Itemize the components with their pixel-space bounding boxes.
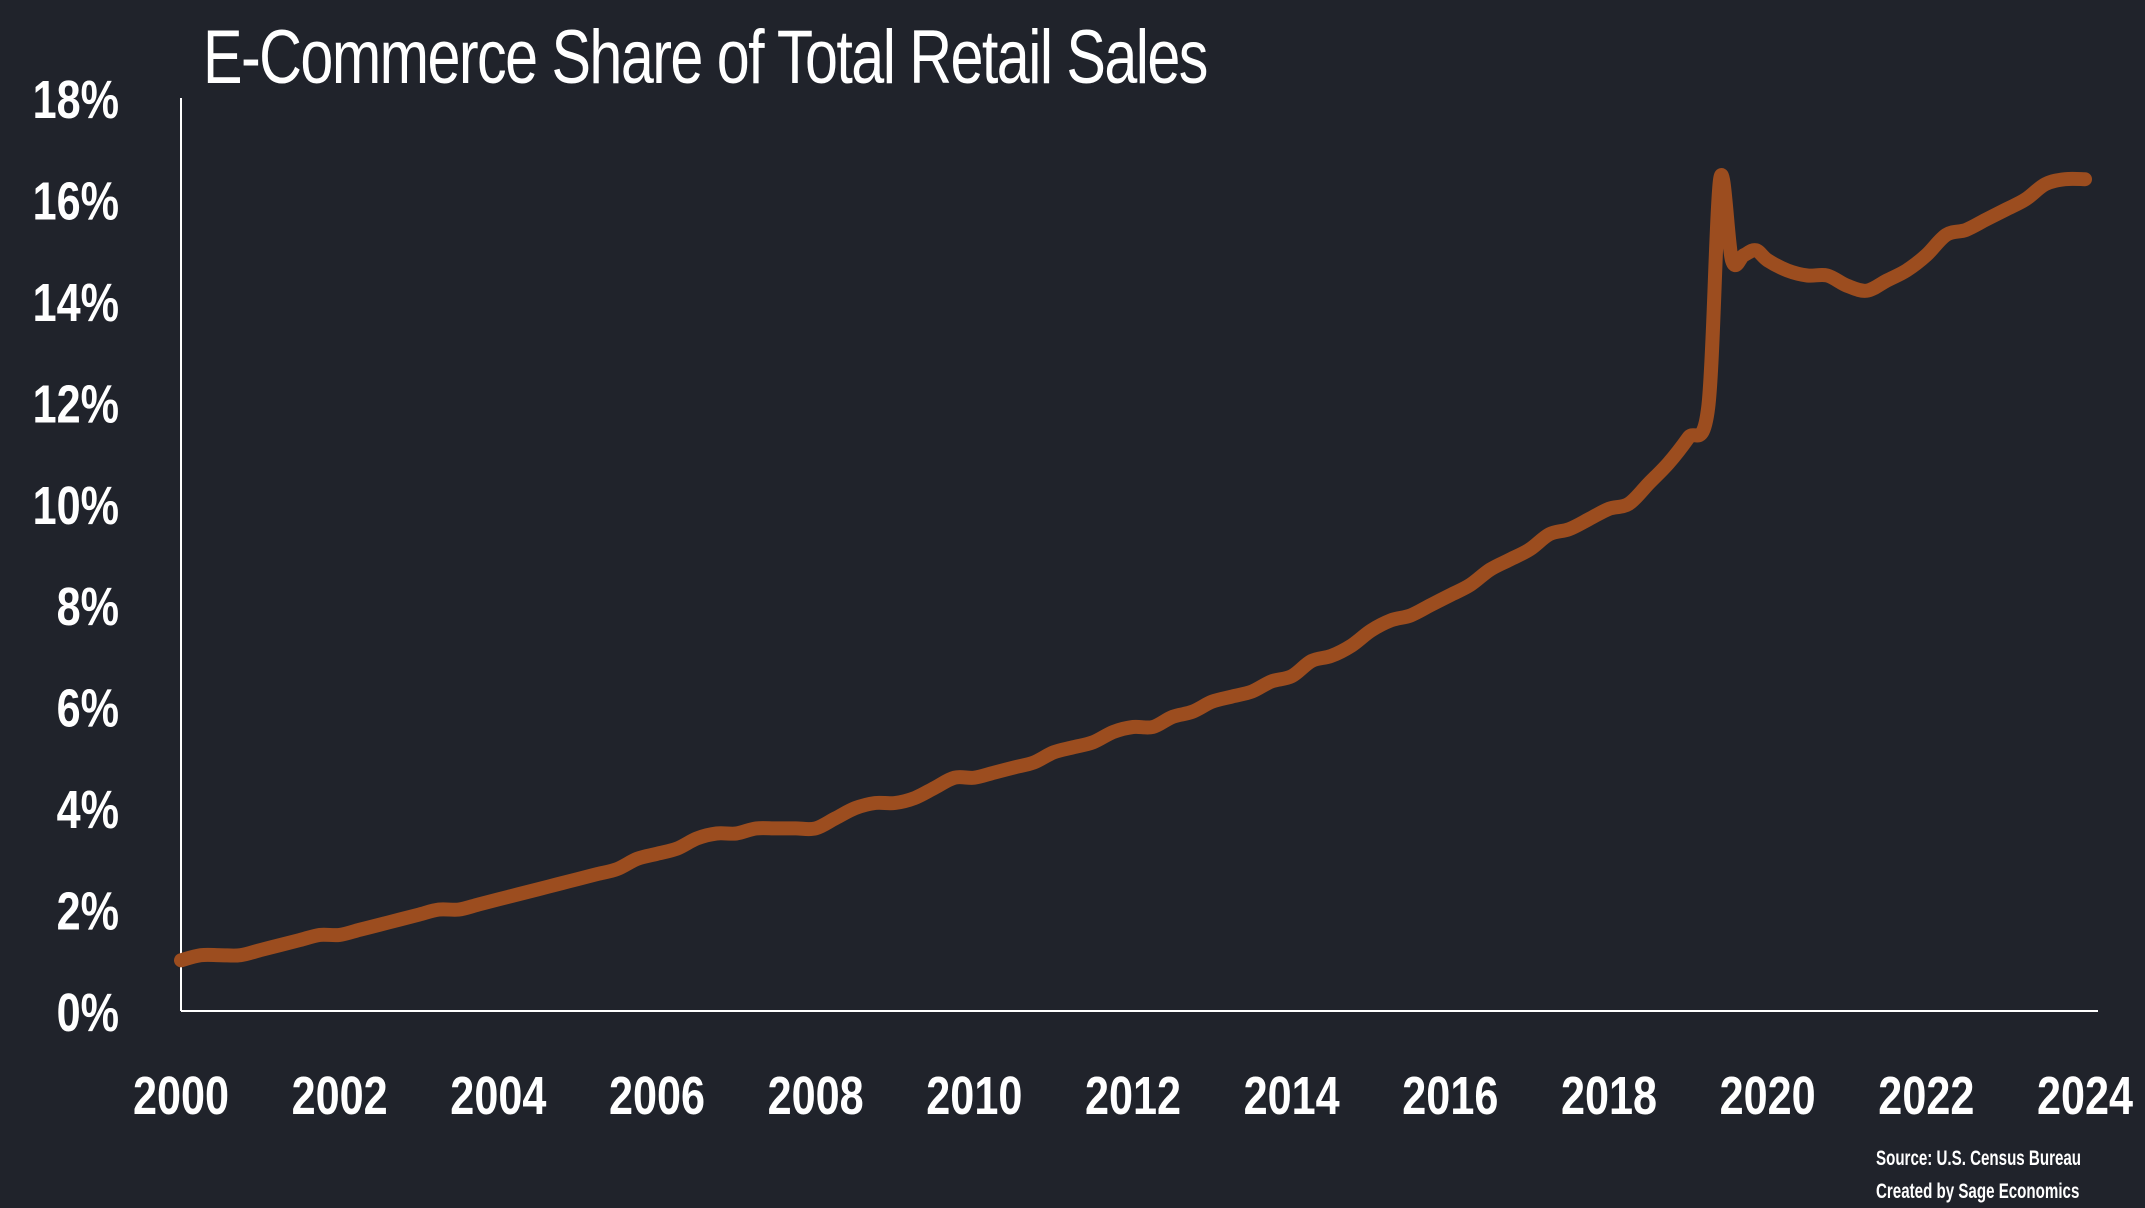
y-tick-label: 16% [33, 172, 119, 232]
x-tick-label: 2014 [1244, 1067, 1340, 1127]
source-note: Source: U.S. Census Bureau Created by Sa… [1876, 1142, 2081, 1208]
x-tick-label: 2002 [292, 1067, 388, 1127]
x-axis-ticks: 2000 2002 2004 2006 2008 2010 2012 2014 2016 2018… [133, 1067, 2133, 1127]
y-tick-label: 18% [33, 71, 119, 131]
y-tick-label: 4% [57, 781, 119, 841]
y-tick-label: 0% [57, 984, 119, 1044]
source-text: Source: U.S. Census Bureau [1876, 1147, 2082, 1170]
x-tick-label: 2006 [609, 1067, 705, 1127]
x-tick-label: 2016 [1402, 1067, 1498, 1127]
y-tick-label: 8% [57, 578, 119, 638]
y-axis-ticks: 0% 2% 4% 6% 8% 10% 12% 14% 16% 18% [33, 71, 119, 1044]
series-line-ecommerce-share [174, 168, 2092, 968]
x-tick-label: 2008 [768, 1067, 864, 1127]
x-tick-label: 2024 [2037, 1067, 2133, 1127]
x-tick-label: 2004 [450, 1067, 546, 1127]
x-tick-label: 2022 [1878, 1067, 1974, 1127]
y-tick-label: 2% [57, 882, 119, 942]
x-tick-label: 2010 [926, 1067, 1022, 1127]
x-tick-label: 2018 [1561, 1067, 1657, 1127]
y-tick-label: 14% [33, 273, 119, 333]
x-tick-label: 2012 [1085, 1067, 1181, 1127]
credit-text: Created by Sage Economics [1876, 1180, 2080, 1203]
y-tick-label: 6% [57, 679, 119, 739]
x-tick-label: 2000 [133, 1067, 229, 1127]
y-tick-label: 12% [33, 375, 119, 435]
y-tick-label: 10% [33, 476, 119, 536]
chart-title: E-Commerce Share of Total Retail Sales [203, 15, 1208, 100]
x-tick-label: 2020 [1720, 1067, 1816, 1127]
